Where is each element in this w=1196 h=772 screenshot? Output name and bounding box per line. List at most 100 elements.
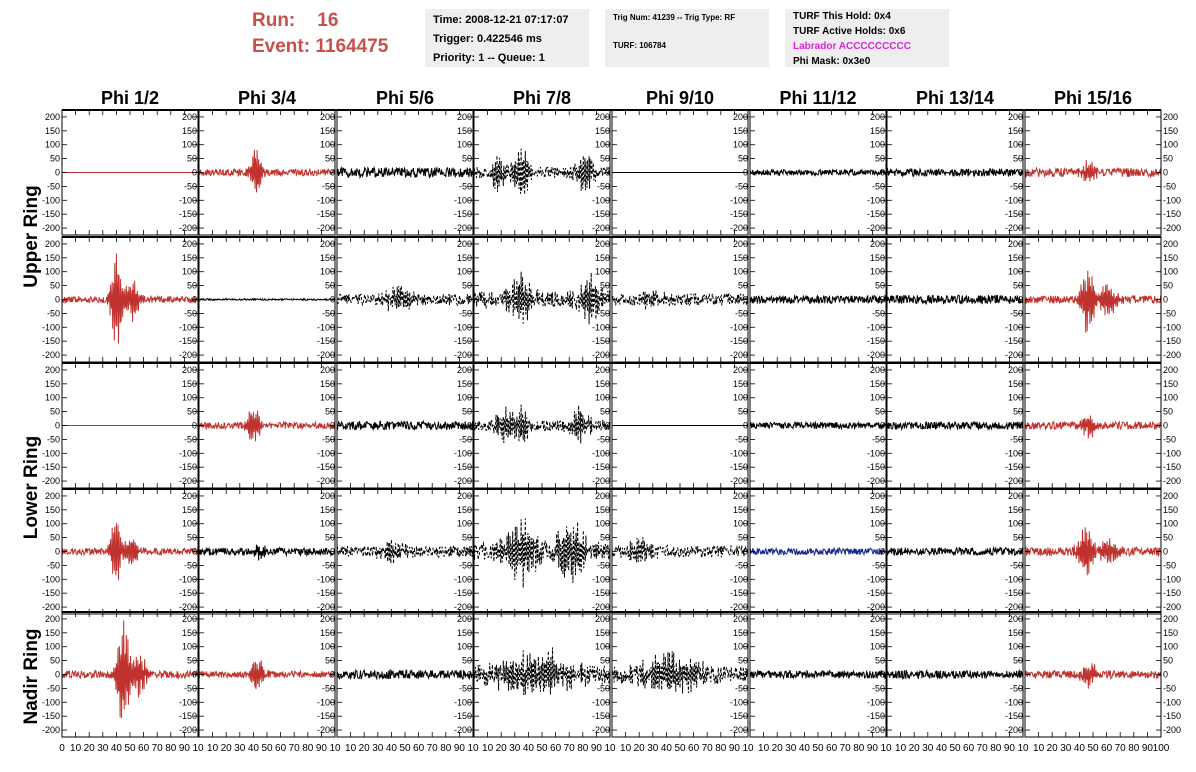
waveform-line (473, 271, 611, 325)
labrador-text: Labrador ACCCCCCCCC (793, 41, 911, 52)
run-label: Run: (252, 10, 296, 31)
y-tick-label: -50 (184, 308, 197, 318)
y-tick-label: 100 (45, 140, 60, 150)
y-tick-label: -150 (317, 336, 335, 346)
y-tick-label: -50 (1010, 434, 1023, 444)
x-tick-label: 30 (1060, 743, 1072, 754)
y-tick-label: -200 (730, 476, 748, 486)
turf-info-box: TURF This Hold: 0x4 TURF Active Holds: 0… (785, 9, 949, 67)
waveform-line (473, 148, 611, 195)
y-tick-label: 150 (1008, 126, 1023, 136)
waveform-line (749, 168, 887, 178)
y-tick-label: -100 (1163, 195, 1181, 205)
x-tick-label: 50 (399, 743, 411, 754)
x-tick-label: 60 (688, 743, 700, 754)
x-tick-label: 90 (1142, 743, 1154, 754)
y-tick-label: 50 (325, 281, 335, 291)
y-tick-label: 0 (192, 670, 197, 680)
y-tick-label: 100 (1163, 267, 1178, 277)
y-tick-label: 0 (467, 295, 472, 305)
y-tick-label: 200 (1008, 239, 1023, 249)
waveform-panel: 200 200 150 150 100 100 50 50 0 0 -50 -50 -100 -100 -1… (1005, 109, 1181, 236)
y-tick-label: -150 (1163, 336, 1181, 346)
y-tick-label: 0 (330, 670, 335, 680)
y-tick-label: 200 (733, 112, 748, 122)
y-tick-label: 50 (1163, 154, 1173, 164)
y-tick-label: 100 (733, 140, 748, 150)
x-tick-label: 40 (386, 743, 398, 754)
y-tick-label: -200 (867, 223, 885, 233)
waveform-line (1024, 415, 1162, 439)
y-tick-label: -100 (42, 574, 60, 584)
y-tick-label: 100 (457, 642, 472, 652)
y-tick-label: -50 (872, 434, 885, 444)
waveform-panel: 200 150 100 50 0 -50 -100 -150 -200 (42, 109, 199, 236)
waveform-panel: 200 150 100 50 0 -50 -100 -150 -200 (317, 362, 474, 489)
y-tick-label: -200 (454, 476, 472, 486)
y-tick-label: 100 (1008, 519, 1023, 529)
y-tick-label: -200 (867, 476, 885, 486)
run-value: 16 (317, 10, 339, 31)
waveform-panel: 200 150 100 50 0 -50 -100 -150 -200 (867, 362, 1024, 489)
waveform-line (336, 419, 474, 432)
y-tick-label: 200 (595, 112, 610, 122)
y-tick-label: 200 (320, 112, 335, 122)
y-tick-label: -50 (322, 560, 335, 570)
y-tick-label: 0 (880, 295, 885, 305)
y-tick-label: 0 (880, 168, 885, 178)
y-tick-label: 0 (330, 547, 335, 557)
x-tick-label: 90 (454, 743, 466, 754)
waveform-line (336, 668, 474, 681)
y-tick-label: 200 (320, 365, 335, 375)
x-tick-label: 40 (936, 743, 948, 754)
y-tick-label: -100 (179, 574, 197, 584)
y-tick-label: -150 (1163, 462, 1181, 472)
turf-text: TURF: 106784 (613, 41, 666, 50)
y-tick-label: 50 (600, 533, 610, 543)
column-header: Phi 7/8 (513, 88, 571, 108)
y-tick-label: -200 (592, 476, 610, 486)
waveform-panel: 200 200 150 150 100 100 50 50 0 0 -50 -50 -100 -100 -1… (1005, 362, 1181, 489)
row-label: Lower Ring (21, 436, 42, 539)
y-tick-label: -200 (1163, 725, 1181, 735)
y-tick-label: 200 (595, 365, 610, 375)
y-tick-label: 150 (870, 628, 885, 638)
y-tick-label: 0 (1163, 168, 1168, 178)
y-tick-label: 50 (325, 533, 335, 543)
waveform-panel: 200 150 100 50 0 -50 -100 -150 -200 (317, 236, 474, 363)
y-tick-label: 100 (45, 267, 60, 277)
x-tick-label: 20 (1047, 743, 1059, 754)
y-tick-label: -200 (1163, 223, 1181, 233)
y-tick-label: 200 (320, 614, 335, 624)
y-tick-label: 50 (50, 533, 60, 543)
x-tick-label: 10 (207, 743, 219, 754)
y-tick-label: -200 (592, 725, 610, 735)
y-tick-label: -150 (317, 462, 335, 472)
x-tick-label: 80 (853, 743, 865, 754)
x-tick-label: 10 (895, 743, 907, 754)
y-tick-label: 150 (457, 126, 472, 136)
y-tick-label: -50 (322, 434, 335, 444)
y-tick-label: -200 (42, 476, 60, 486)
waveform-panel: 200 150 100 50 0 -50 -100 -150 -200 (730, 236, 887, 363)
y-tick-label: -200 (592, 223, 610, 233)
y-tick-label: -100 (592, 448, 610, 458)
y-tick-label: 150 (45, 253, 60, 263)
waveform-line (61, 523, 199, 581)
y-tick-label: 0 (880, 670, 885, 680)
x-tick-label: 50 (812, 743, 824, 754)
waveform-line (198, 410, 336, 442)
y-tick-label: 50 (600, 407, 610, 417)
x-tick-label: 60 (1101, 743, 1113, 754)
x-tick-label: 20 (359, 743, 371, 754)
y-tick-label: -50 (872, 560, 885, 570)
waveform-panel: 200 150 100 50 0 -50 -100 -150 -200 (42, 362, 199, 489)
y-tick-label: -100 (867, 448, 885, 458)
waveform-line (749, 420, 887, 431)
y-tick-label: 0 (467, 547, 472, 557)
y-tick-label: -50 (735, 434, 748, 444)
y-tick-label: -200 (42, 602, 60, 612)
y-tick-label: -50 (597, 560, 610, 570)
y-tick-label: -150 (454, 711, 472, 721)
